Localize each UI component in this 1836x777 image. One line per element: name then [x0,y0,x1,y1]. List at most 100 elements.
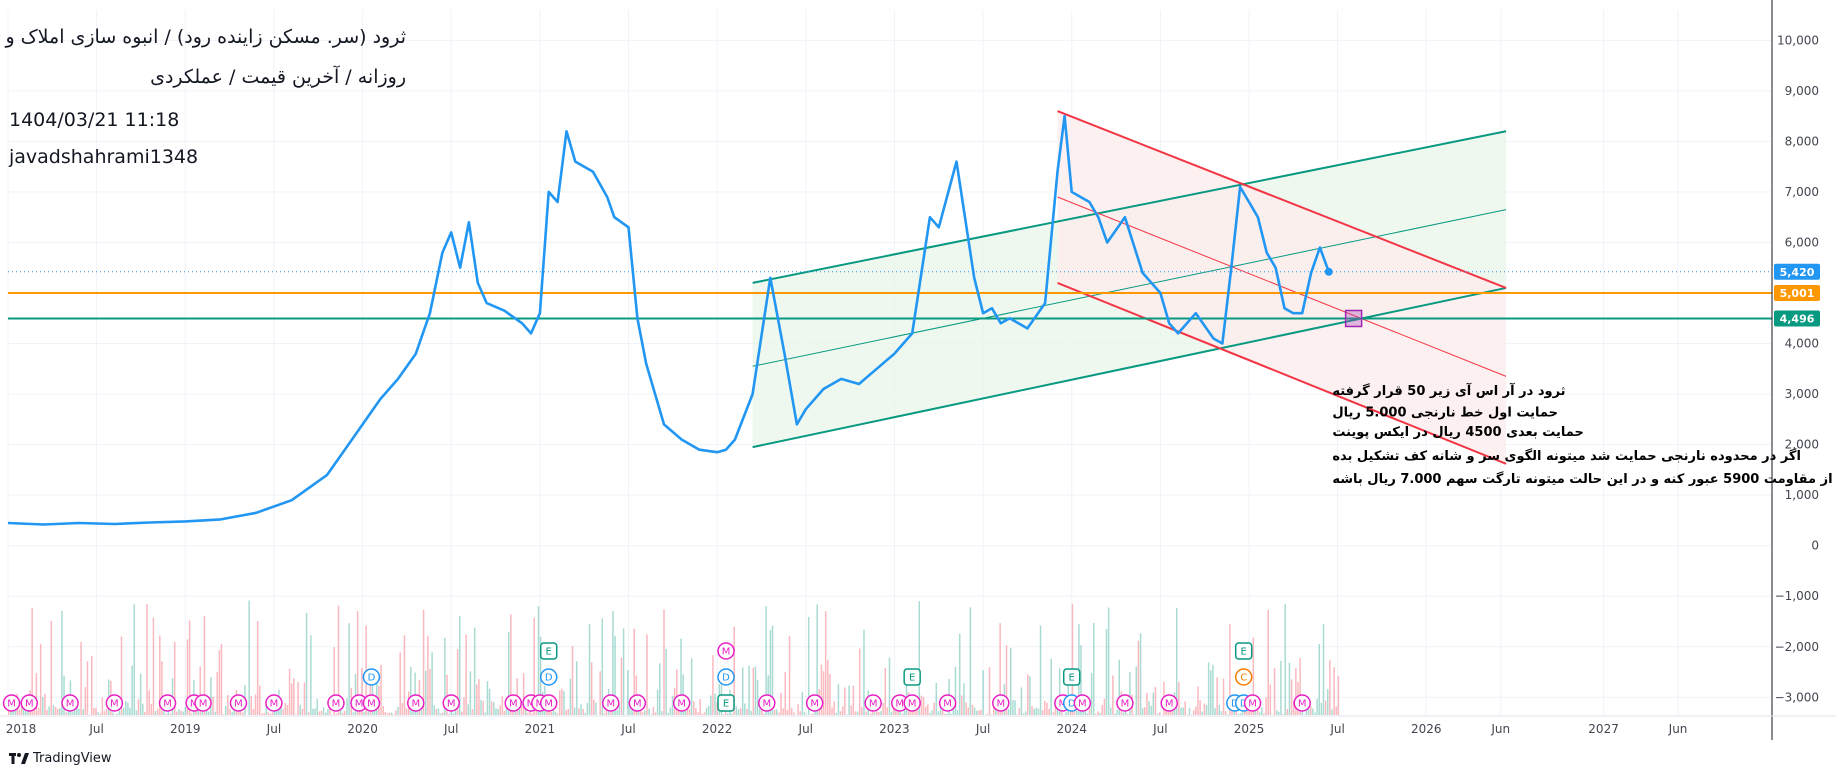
event-marker-M: M [717,642,735,660]
event-marker-label: M [996,699,1005,710]
volume-bar [761,709,763,715]
volume-bar [393,714,395,715]
event-marker-M: M [758,694,776,712]
chart-author: javadshahrami1348 [9,146,199,168]
volume-bar [154,711,157,715]
volume-bar [1261,707,1263,715]
event-marker-M: M [265,694,283,712]
volume-bar [633,628,635,715]
volume-bar [969,607,972,715]
volume-bar [1165,709,1167,715]
volume-bar [1133,714,1135,715]
x-tick-label: 2024 [1056,722,1087,736]
volume-bar [324,712,327,715]
volume-bar [35,672,38,715]
event-marker-label: M [606,699,615,710]
event-marker-M: M [1243,694,1262,712]
volume-bar [199,666,201,715]
y-tick-label: −2,000 [1775,640,1819,654]
volume-bar [67,711,70,715]
volume-bar [312,708,314,715]
y-tick-label: 6,000 [1785,235,1819,249]
volume-bar [327,708,329,715]
volume-bar [848,685,850,715]
volume-bar [137,699,140,715]
volume-bar [1112,675,1114,715]
volume-bar [48,706,50,715]
volume-bar [178,709,180,715]
volume-bar [14,709,16,715]
event-marker-circle [1073,694,1092,712]
event-marker-circle [20,694,39,712]
volume-bar [454,709,457,715]
volume-bar [1333,667,1335,715]
volume-bar [1218,704,1221,715]
volume-bar [1292,700,1295,715]
volume-bar [1167,710,1169,715]
volume-bar [1029,676,1031,715]
descending-channel-lower-line [1057,281,1507,465]
price-badge-label: 4,496 [1780,312,1815,325]
tradingview-logo[interactable]: TradingView [9,751,112,766]
event-marker-label: M [1165,699,1174,710]
volume-bar [661,711,663,715]
volume-bar [584,712,587,715]
x-tick-label: Jul [1329,722,1344,736]
event-marker-circle [1234,668,1253,686]
volume-bar [478,679,480,715]
price-badge-label: 5,001 [1780,287,1815,300]
volume-bar [595,702,597,715]
event-marker-circle [1243,694,1262,712]
volume-bar [1280,660,1282,715]
volume-bar [1199,700,1201,715]
volume-bar [282,709,284,715]
volume-bar [780,692,782,715]
volume-bar [827,660,829,715]
descending-channel-mid-line [1057,196,1507,377]
volume-bar [320,710,323,715]
volume-bar [890,711,893,715]
volume-bar [844,687,846,715]
volume-bar [301,708,304,715]
volume-bar [167,711,170,715]
volume-bar [20,700,23,715]
volume-bar [339,710,342,715]
volume-bar [212,696,214,715]
price-series [7,114,1333,526]
x-tick-label: 2020 [347,722,378,736]
volume-bar [1337,675,1340,715]
y-tick-label: 2,000 [1785,438,1819,452]
volume-bar [561,688,563,715]
x-tick-label: Jul [620,722,635,736]
volume-bar [1035,707,1038,715]
volume-bar [214,711,216,715]
volume-bar [380,664,382,715]
volume-bar [1182,707,1184,715]
volume-bar [1097,711,1099,715]
event-marker-label: E [546,647,552,658]
volume-bar [835,712,838,715]
volume-bar [1331,709,1333,715]
event-marker-E: E [1062,668,1081,686]
volume-bar [641,712,644,715]
volume-bar [1014,700,1016,715]
volume-bar [824,611,827,715]
volume-bar [531,713,533,715]
event-marker-M: M [407,694,425,712]
volume-bar [1180,707,1182,715]
volume-bar [565,710,567,715]
volume-bar [620,657,623,715]
volume-bar [429,668,431,715]
event-marker-label: M [509,699,518,710]
volume-bar [1237,713,1240,715]
volume-bar [918,601,921,715]
volume-bar [461,711,463,715]
price-badge-bg [1774,284,1820,301]
volume-bar [71,712,74,715]
volume-bar [758,708,761,715]
event-marker-circle [628,694,647,712]
volume-bar [173,641,176,715]
volume-bar [1027,674,1029,715]
volume-bar [422,609,425,715]
